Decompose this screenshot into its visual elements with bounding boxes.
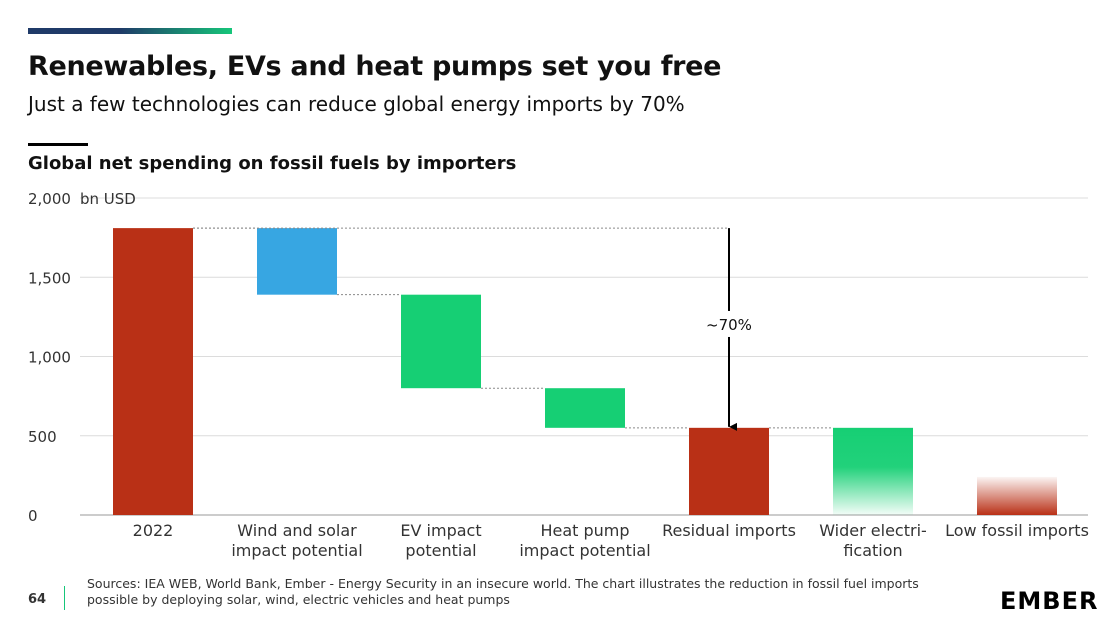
bar-7 xyxy=(977,476,1057,515)
x-category-label: Residual imports xyxy=(662,521,796,540)
x-category-label: Wider electri- xyxy=(819,521,927,540)
x-category-label: fication xyxy=(843,541,902,560)
page-title: Renewables, EVs and heat pumps set you f… xyxy=(28,51,722,82)
x-category-label: 2022 xyxy=(133,521,174,540)
x-category-label: Low fossil imports xyxy=(945,521,1089,540)
x-category-label: impact potential xyxy=(231,541,362,560)
accent-bar xyxy=(28,28,232,34)
source-note: Sources: IEA WEB, World Bank, Ember - En… xyxy=(87,576,919,607)
x-category-label: EV impact xyxy=(400,521,481,540)
y-tick-label: 2,000 xyxy=(28,190,71,208)
bar-2 xyxy=(257,228,337,295)
y-tick-label: 500 xyxy=(28,428,57,446)
y-tick-label: 0 xyxy=(28,507,38,525)
y-axis-unit-label: bn USD xyxy=(80,190,136,208)
bar-4 xyxy=(545,388,625,428)
footer-divider xyxy=(64,586,65,610)
chart-title: Global net spending on fossil fuels by i… xyxy=(28,153,517,174)
page-number: 64 xyxy=(28,592,47,607)
page-subtitle: Just a few technologies can reduce globa… xyxy=(28,92,685,116)
x-category-label: Heat pump xyxy=(540,521,629,540)
bar-3 xyxy=(401,294,481,389)
y-tick-label: 1,000 xyxy=(28,349,71,367)
x-category-label: Wind and solar xyxy=(237,521,357,540)
x-category-label: impact potential xyxy=(519,541,650,560)
logo-text: EMBER xyxy=(1000,587,1099,615)
y-tick-label: 1,500 xyxy=(28,269,71,287)
bar-6 xyxy=(833,427,913,515)
x-category-label: potential xyxy=(405,541,476,560)
ember-logo: EMBER xyxy=(1000,587,1098,615)
title-divider xyxy=(28,143,88,146)
bar-5 xyxy=(689,427,769,515)
bar-1 xyxy=(113,228,193,516)
annotation-label: ~70% xyxy=(706,316,752,334)
